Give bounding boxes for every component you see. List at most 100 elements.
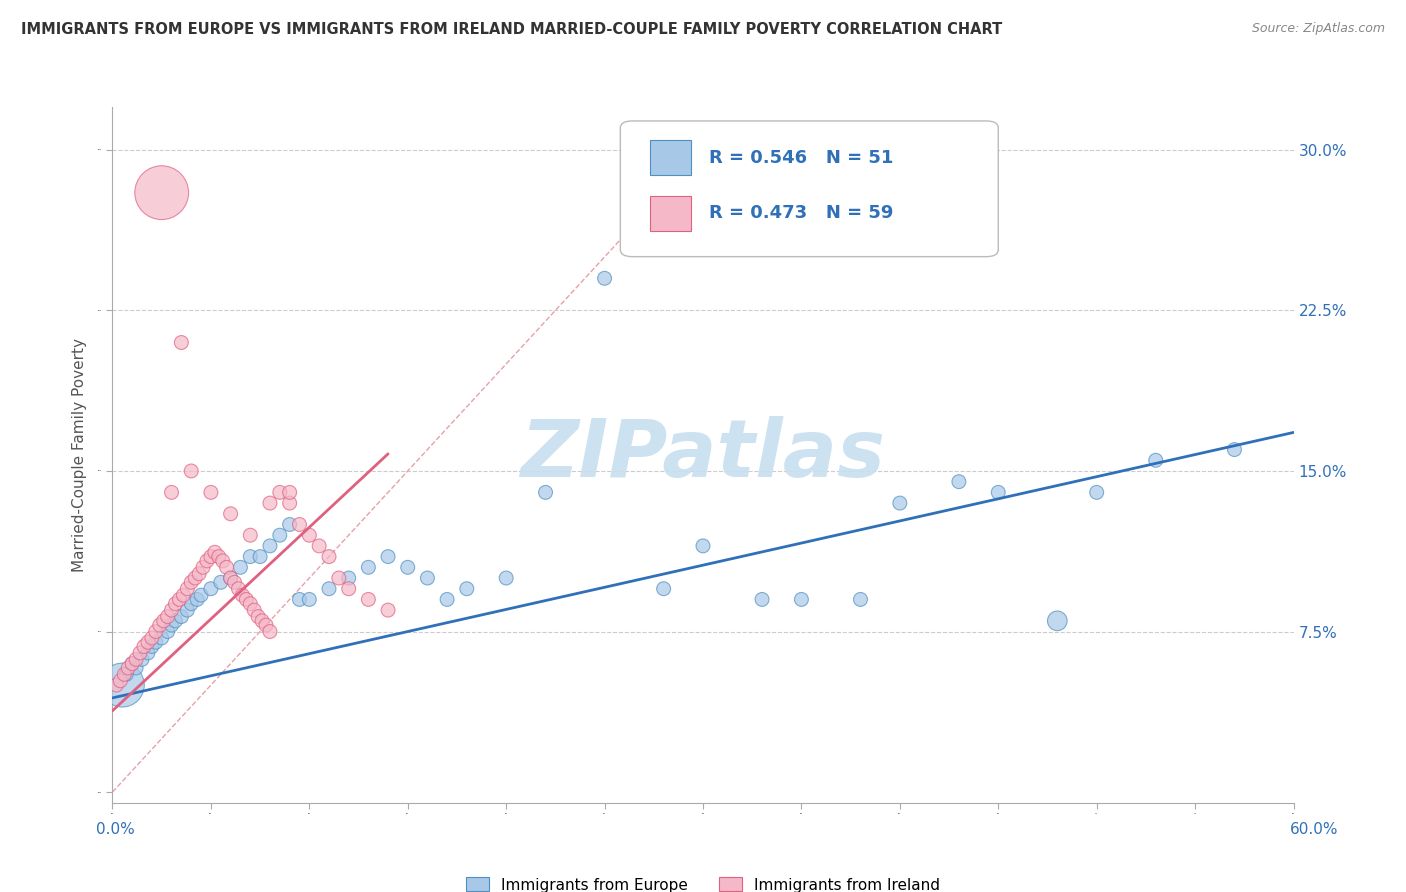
Point (593, 271, 616, 285)
Point (188, 566, 211, 581)
Point (150, 186, 173, 200)
Point (132, 640, 155, 654)
Point (318, 582, 340, 596)
Point (117, 661, 139, 675)
Point (790, 592, 813, 607)
Point (377, 549, 399, 564)
Point (692, 539, 714, 553)
Point (254, 618, 277, 632)
Point (259, 624, 281, 639)
Point (849, 592, 872, 607)
Point (215, 560, 238, 574)
Point (156, 609, 179, 624)
Point (204, 545, 226, 559)
Point (239, 597, 262, 611)
Point (209, 575, 232, 590)
Point (231, 588, 253, 602)
Point (259, 496, 281, 510)
Point (219, 571, 242, 585)
Point (1046, 614, 1069, 628)
Point (176, 582, 198, 596)
Point (948, 475, 970, 489)
Point (652, 582, 675, 596)
Point (243, 603, 266, 617)
Text: R = 0.546   N = 51: R = 0.546 N = 51 (709, 149, 893, 167)
Legend: Immigrants from Europe, Immigrants from Ireland: Immigrants from Europe, Immigrants from … (467, 878, 939, 892)
Point (180, 575, 202, 590)
Point (987, 485, 1010, 500)
Point (328, 571, 350, 585)
Point (436, 592, 458, 607)
Point (156, 624, 179, 639)
Point (165, 597, 187, 611)
Point (278, 485, 301, 500)
Point (211, 554, 233, 568)
Point (269, 485, 291, 500)
Point (150, 631, 173, 645)
Point (298, 592, 321, 607)
Text: R = 0.473   N = 59: R = 0.473 N = 59 (709, 204, 893, 222)
Point (121, 657, 143, 671)
FancyBboxPatch shape (650, 196, 692, 231)
Point (141, 631, 163, 645)
Point (105, 678, 128, 692)
Point (337, 582, 360, 596)
Point (269, 528, 291, 542)
FancyBboxPatch shape (620, 121, 998, 257)
Point (129, 646, 152, 660)
Point (396, 560, 419, 574)
Point (229, 560, 252, 574)
Point (235, 592, 257, 607)
Point (308, 539, 330, 553)
Point (115, 667, 138, 681)
Point (377, 603, 399, 617)
Point (288, 517, 311, 532)
Point (152, 614, 174, 628)
Point (186, 592, 208, 607)
Point (145, 624, 167, 639)
Point (534, 485, 557, 500)
Point (121, 657, 143, 671)
Point (170, 335, 193, 350)
Point (228, 582, 250, 596)
Point (125, 661, 148, 675)
Point (751, 592, 773, 607)
Point (141, 640, 163, 654)
Point (176, 603, 198, 617)
Point (170, 609, 193, 624)
Point (149, 618, 172, 632)
Point (110, 673, 132, 688)
Point (200, 485, 222, 500)
Point (337, 571, 360, 585)
Point (889, 496, 911, 510)
Text: 60.0%: 60.0% (1291, 822, 1339, 837)
Point (180, 464, 202, 478)
Point (111, 678, 134, 692)
Point (180, 597, 202, 611)
Point (224, 575, 246, 590)
Point (259, 539, 281, 553)
Point (318, 549, 340, 564)
Point (416, 571, 439, 585)
Point (200, 549, 222, 564)
Point (456, 582, 478, 596)
Point (249, 549, 271, 564)
FancyBboxPatch shape (650, 140, 692, 175)
Point (195, 554, 218, 568)
Point (160, 603, 183, 617)
Point (191, 560, 214, 574)
Text: Source: ZipAtlas.com: Source: ZipAtlas.com (1251, 22, 1385, 36)
Point (172, 588, 194, 602)
Text: ZIPatlas: ZIPatlas (520, 416, 886, 494)
Point (219, 571, 242, 585)
Point (1085, 485, 1108, 500)
Point (495, 571, 517, 585)
Point (247, 609, 270, 624)
Text: IMMIGRANTS FROM EUROPE VS IMMIGRANTS FROM IRELAND MARRIED-COUPLE FAMILY POVERTY : IMMIGRANTS FROM EUROPE VS IMMIGRANTS FRO… (21, 22, 1002, 37)
Point (169, 592, 191, 607)
Point (125, 652, 148, 666)
Y-axis label: Married-Couple Family Poverty: Married-Couple Family Poverty (72, 338, 87, 572)
Point (165, 614, 187, 628)
Point (298, 528, 321, 542)
Point (357, 592, 380, 607)
